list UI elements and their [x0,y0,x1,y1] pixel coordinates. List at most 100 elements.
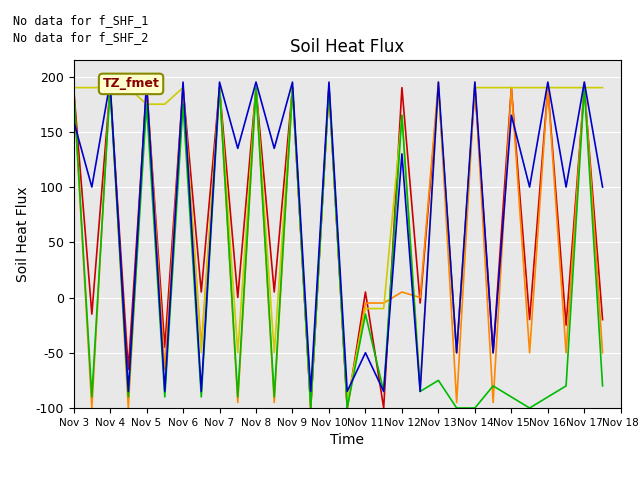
SHF2 [179,85,187,91]
SHF1 [234,295,242,300]
SHF4 [580,85,588,91]
SHF1 [416,300,424,306]
SHF3 [362,306,369,312]
SHF4 [252,85,260,91]
SHF5 [88,184,96,190]
SHF4 [525,405,533,411]
Text: TZ_fmet: TZ_fmet [102,77,159,90]
SHF3 [562,85,570,91]
SHF5 [562,184,570,190]
SHF3 [580,85,588,91]
SHF3 [343,399,351,405]
SHF4 [234,394,242,400]
SHF1 [124,366,132,372]
SHF1 [525,317,533,323]
SHF3 [435,85,442,91]
Text: No data for f_SHF_1: No data for f_SHF_1 [13,14,148,27]
SHF2 [124,405,132,411]
SHF2 [435,79,442,85]
SHF1 [453,350,461,356]
SHF5 [325,79,333,85]
SHF4 [271,394,278,400]
SHF5 [179,79,187,85]
SHF5 [416,388,424,394]
SHF1 [307,405,315,411]
SHF3 [216,85,223,91]
SHF4 [216,85,223,91]
SHF1 [271,289,278,295]
SHF2 [197,344,205,350]
SHF5 [489,350,497,356]
SHF2 [489,399,497,405]
SHF1 [325,85,333,91]
SHF5 [525,184,533,190]
SHF3 [380,306,388,312]
SHF3 [161,101,169,107]
SHF5 [398,151,406,157]
SHF3 [416,383,424,389]
SHF5 [380,388,388,394]
SHF4 [489,383,497,389]
SHF1 [562,322,570,328]
SHF4 [398,112,406,118]
SHF3 [398,112,406,118]
SHF2 [471,79,479,85]
SHF4 [380,388,388,394]
SHF4 [544,394,552,400]
SHF1 [197,289,205,295]
SHF5 [580,79,588,85]
SHF5 [106,79,114,85]
SHF5 [435,79,442,85]
SHF4 [124,394,132,400]
SHF5 [599,184,607,190]
Line: SHF4: SHF4 [74,88,603,408]
SHF1 [179,85,187,91]
Line: SHF3: SHF3 [74,88,603,402]
SHF4 [325,85,333,91]
SHF2 [88,405,96,411]
SHF4 [70,85,77,91]
SHF2 [362,300,369,306]
SHF5 [252,79,260,85]
SHF2 [398,289,406,295]
SHF2 [143,79,150,85]
SHF4 [562,383,570,389]
SHF3 [197,350,205,356]
Title: Soil Heat Flux: Soil Heat Flux [290,37,404,56]
SHF2 [580,79,588,85]
SHF5 [161,388,169,394]
SHF5 [234,145,242,151]
SHF5 [271,145,278,151]
SHF4 [453,405,461,411]
SHF2 [234,399,242,405]
SHF1 [88,311,96,317]
SHF5 [471,79,479,85]
SHF1 [508,85,515,91]
SHF5 [453,350,461,356]
SHF2 [70,85,77,91]
SHF4 [197,394,205,400]
Line: SHF5: SHF5 [74,82,603,391]
SHF2 [307,405,315,411]
SHF5 [307,388,315,394]
SHF4 [143,101,150,107]
SHF1 [471,85,479,91]
Y-axis label: Soil Heat Flux: Soil Heat Flux [16,186,30,282]
SHF4 [362,311,369,317]
SHF2 [599,350,607,356]
SHF2 [325,85,333,91]
SHF3 [106,85,114,91]
SHF3 [453,350,461,356]
SHF3 [307,399,315,405]
SHF1 [362,289,369,295]
SHF1 [580,85,588,91]
SHF3 [289,85,296,91]
SHF5 [143,79,150,85]
SHF2 [343,405,351,411]
SHF1 [161,344,169,350]
SHF1 [398,85,406,91]
SHF4 [599,383,607,389]
SHF1 [435,85,442,91]
SHF1 [289,85,296,91]
SHF5 [544,79,552,85]
